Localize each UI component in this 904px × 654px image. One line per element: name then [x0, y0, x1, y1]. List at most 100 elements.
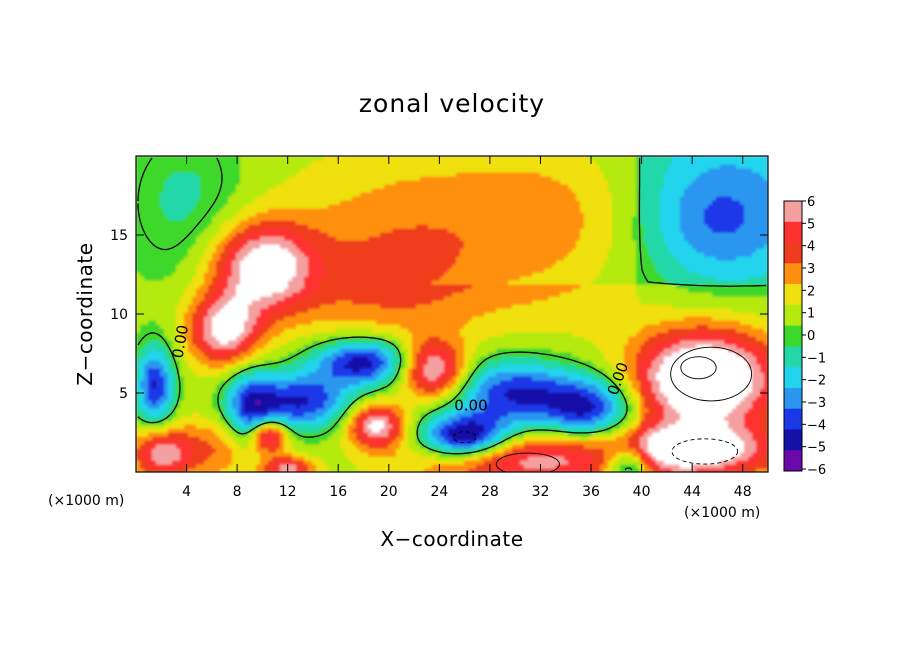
field-cell: [648, 384, 653, 389]
field-cell: [292, 440, 297, 445]
field-cell: [652, 384, 657, 389]
field-cell: [424, 364, 429, 369]
field-cell: [516, 424, 521, 429]
field-cell: [600, 376, 605, 381]
field-cell: [584, 376, 589, 381]
field-cell: [544, 464, 549, 469]
field-cell: [164, 384, 169, 389]
field-cell: [504, 344, 509, 349]
field-cell: [240, 356, 245, 361]
field-cell: [288, 456, 293, 461]
field-cell: [148, 380, 153, 385]
field-cell: [156, 352, 161, 357]
field-cell: [444, 360, 449, 365]
field-cell: [212, 380, 217, 385]
field-cell: [612, 468, 617, 472]
field-cell: [200, 376, 205, 381]
field-cell: [556, 380, 561, 385]
field-cell: [236, 456, 241, 461]
field-cell: [616, 392, 621, 397]
field-cell: [608, 448, 613, 453]
field-cell: [556, 388, 561, 393]
field-cell: [392, 440, 397, 445]
field-cell: [688, 464, 693, 469]
field-cell: [748, 368, 753, 373]
field-cell: [152, 464, 157, 469]
field-cell: [596, 376, 601, 381]
field-cell: [224, 428, 229, 433]
field-cell: [516, 388, 521, 393]
field-cell: [496, 380, 501, 385]
field-cell: [428, 412, 433, 417]
field-cell: [620, 428, 625, 433]
field-cell: [180, 388, 185, 393]
field-cell: [144, 464, 149, 469]
field-cell: [488, 392, 493, 397]
field-cell: [568, 412, 573, 417]
field-cell: [700, 388, 705, 393]
field-cell: [196, 384, 201, 389]
field-cell: [700, 380, 705, 385]
field-cell: [164, 376, 169, 381]
field-cell: [360, 352, 365, 357]
field-cell: [520, 408, 525, 413]
field-cell: [348, 344, 353, 349]
field-cell: [204, 420, 209, 425]
field-cell: [684, 360, 689, 365]
field-cell: [304, 432, 309, 437]
field-cell: [304, 380, 309, 385]
field-cell: [700, 432, 705, 437]
field-cell: [652, 376, 657, 381]
field-cell: [428, 372, 433, 377]
field-cell: [380, 364, 385, 369]
field-cell: [332, 368, 337, 373]
field-cell: [548, 376, 553, 381]
field-cell: [664, 424, 669, 429]
field-cell: [376, 392, 381, 397]
field-cell: [720, 412, 725, 417]
field-cell: [380, 400, 385, 405]
field-cell: [144, 424, 149, 429]
field-cell: [152, 404, 157, 409]
field-cell: [352, 460, 357, 465]
field-cell: [760, 364, 765, 369]
field-cell: [284, 432, 289, 437]
field-cell: [172, 452, 177, 457]
field-cell: [616, 388, 621, 393]
field-cell: [204, 408, 209, 413]
field-cell: [200, 456, 205, 461]
field-cell: [208, 420, 213, 425]
field-cell: [660, 388, 665, 393]
field-cell: [704, 432, 709, 437]
field-cell: [652, 460, 657, 465]
field-cell: [568, 384, 573, 389]
field-cell: [500, 420, 505, 425]
field-cell: [312, 364, 317, 369]
field-cell: [436, 388, 441, 393]
field-cell: [420, 364, 425, 369]
field-cell: [428, 348, 433, 353]
field-cell: [736, 404, 741, 409]
field-cell: [640, 348, 645, 353]
field-cell: [444, 464, 449, 469]
field-cell: [184, 448, 189, 453]
field-cell: [232, 404, 237, 409]
field-cell: [568, 448, 573, 453]
field-cell: [576, 368, 581, 373]
field-cell: [404, 348, 409, 353]
field-cell: [644, 436, 649, 441]
field-cell: [312, 416, 317, 421]
field-cell: [308, 360, 313, 365]
field-cell: [304, 392, 309, 397]
field-cell: [320, 360, 325, 365]
field-cell: [496, 428, 501, 433]
field-cell: [348, 380, 353, 385]
field-cell: [220, 428, 225, 433]
field-cell: [224, 432, 229, 437]
field-cell: [672, 460, 677, 465]
field-cell: [672, 412, 677, 417]
field-cell: [304, 460, 309, 465]
field-cell: [400, 420, 405, 425]
field-cell: [428, 420, 433, 425]
field-cell: [652, 360, 657, 365]
